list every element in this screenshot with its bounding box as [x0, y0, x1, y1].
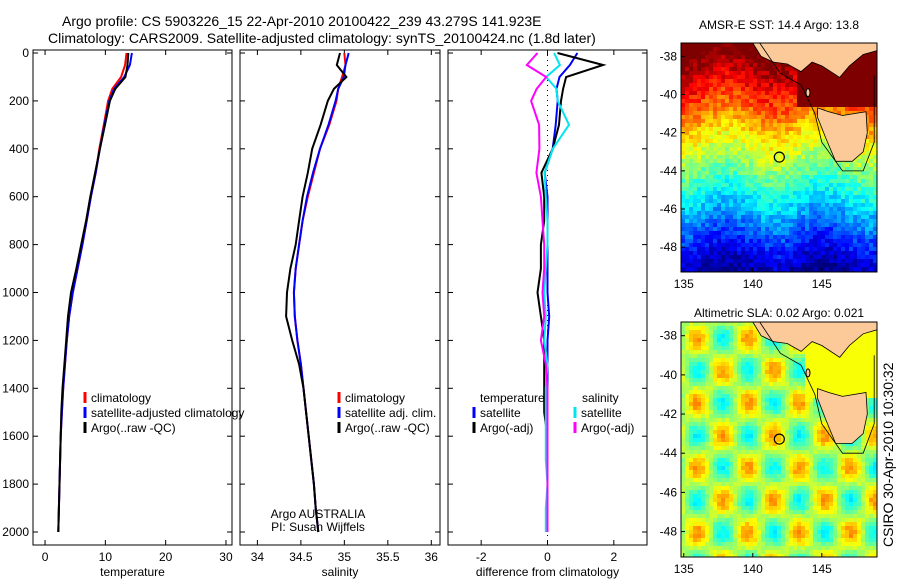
x-tick-label: 145 — [812, 562, 832, 576]
x-axis-label-temperature: temperature — [100, 565, 165, 579]
y-tick-label: -44 — [660, 164, 678, 178]
y-tick-label: 1600 — [2, 429, 29, 443]
series-line-satellite — [543, 52, 571, 532]
x-tick-label: 30 — [219, 550, 233, 564]
y-tick-label: -46 — [660, 202, 678, 216]
y-tick-label: -42 — [660, 126, 678, 140]
series-line-argo-adj- — [525, 52, 549, 532]
x-axis-label-difference: difference from climatology — [476, 565, 619, 579]
legend-label: Argo(..raw -QC) — [345, 421, 430, 435]
series-line-satellite-adjusted-climatology — [57, 52, 133, 533]
isobath-contour — [759, 42, 875, 172]
x-tick-label: -2 — [476, 550, 487, 564]
y-tick-label: 0 — [22, 46, 29, 60]
legend-label: Argo(..raw -QC) — [91, 421, 176, 435]
x-tick-label: 135 — [674, 562, 694, 576]
x-tick-label: 35.5 — [376, 550, 400, 564]
figure-title-line2: Climatology: CARS2009. Satellite-adjuste… — [48, 30, 596, 46]
land-mainland — [681, 321, 878, 358]
y-tick-label: 200 — [9, 94, 29, 108]
argo-position-marker — [773, 433, 785, 445]
panel-frame-salinity — [239, 49, 441, 546]
y-tick-label: 400 — [9, 142, 29, 156]
y-tick-label: -48 — [660, 525, 678, 539]
x-tick-label: 34.5 — [289, 550, 313, 564]
legend-label: Argo(-adj) — [480, 421, 533, 435]
legend-header-salinity: salinity — [582, 391, 619, 405]
series-line-satellite — [543, 52, 579, 532]
x-tick-label: 36 — [425, 550, 439, 564]
series-line-climatology — [57, 52, 128, 533]
series-line-argo-raw-qc- — [57, 52, 130, 533]
legend-label: Argo(-adj) — [581, 421, 634, 435]
x-tick-label: 140 — [743, 562, 763, 576]
map-frame — [680, 321, 878, 558]
side-stamp: CSIRO 30-Apr-2010 10:30:32 — [880, 362, 896, 547]
x-tick-label: 135 — [674, 277, 694, 291]
y-tick-label: -42 — [660, 407, 678, 421]
annotation-pi: PI: Susan Wijffels — [271, 520, 365, 534]
land-king-island — [805, 368, 811, 378]
legend-label: satellite-adjusted climatology — [91, 406, 244, 420]
argo-position-marker — [773, 151, 785, 163]
y-tick-label: 1800 — [2, 477, 29, 491]
y-tick-label: -40 — [660, 368, 678, 382]
legend-label: climatology — [91, 391, 151, 405]
legend-label: satellite — [581, 406, 622, 420]
map-sst_map — [681, 43, 877, 272]
x-tick-label: 0 — [544, 550, 551, 564]
legend-header-temperature: temperature — [480, 391, 545, 405]
y-tick-label: -38 — [660, 329, 678, 343]
series-line-argo-raw-qc- — [285, 52, 348, 533]
y-tick-label: -44 — [660, 446, 678, 460]
x-tick-label: 34 — [251, 550, 265, 564]
y-tick-label: -46 — [660, 485, 678, 499]
legend-label: satellite — [480, 406, 521, 420]
y-tick-label: 1000 — [2, 286, 29, 300]
legend-label: satellite adj. clim. — [345, 406, 436, 420]
y-tick-label: -48 — [660, 240, 678, 254]
x-tick-label: 140 — [743, 277, 763, 291]
x-axis-label-salinity: salinity — [322, 565, 359, 579]
land-tasmania — [817, 107, 868, 162]
land-king-island — [805, 88, 811, 98]
panel-frame-temperature — [32, 49, 233, 546]
land-tasmania — [817, 388, 868, 444]
map-title-sst_map: AMSR-E SST: 14.4 Argo: 13.8 — [699, 18, 859, 32]
y-tick-label: 800 — [9, 238, 29, 252]
y-tick-label: 1200 — [2, 333, 29, 347]
y-tick-label: 600 — [9, 190, 29, 204]
x-tick-label: 2 — [610, 550, 617, 564]
isobath-contour — [759, 321, 875, 454]
y-tick-label: 2000 — [2, 525, 29, 539]
annotation-argo-australia: Argo AUSTRALIA — [271, 507, 366, 521]
y-tick-label: -40 — [660, 88, 678, 102]
y-tick-label: 1400 — [2, 381, 29, 395]
map-title-sla_map: Altimetric SLA: 0.02 Argo: 0.021 — [694, 306, 864, 320]
legend-label: climatology — [345, 391, 405, 405]
y-tick-label: -38 — [660, 49, 678, 63]
land-mainland — [681, 42, 878, 78]
map-sla_map — [681, 322, 877, 557]
x-tick-label: 20 — [159, 550, 173, 564]
figure-title-line1: Argo profile: CS 5903226_15 22-Apr-2010 … — [62, 13, 542, 29]
x-tick-label: 10 — [99, 550, 113, 564]
x-tick-label: 145 — [812, 277, 832, 291]
x-tick-label: 0 — [42, 550, 49, 564]
x-tick-label: 35 — [338, 550, 352, 564]
map-frame — [680, 42, 878, 273]
